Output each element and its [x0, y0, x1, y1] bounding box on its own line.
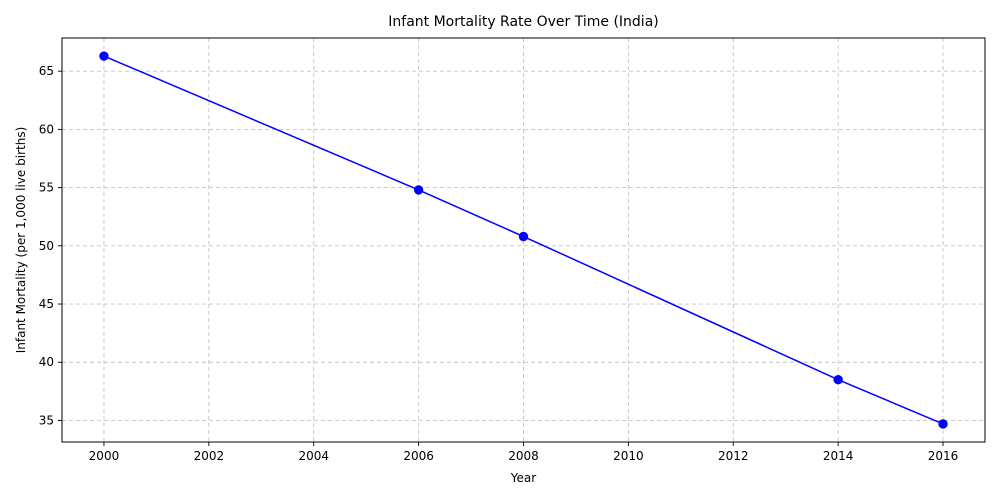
data-point	[99, 51, 109, 61]
x-tick-label: 2012	[718, 449, 749, 463]
data-point	[938, 419, 948, 429]
y-axis-title: Infant Mortality (per 1,000 live births)	[14, 127, 28, 354]
gridlines	[62, 38, 985, 442]
y-tick-label: 40	[39, 355, 54, 369]
x-tick-label: 2000	[89, 449, 120, 463]
series-layer	[99, 51, 948, 429]
x-axis-title: Year	[510, 471, 536, 485]
y-tick-label: 35	[39, 413, 54, 427]
x-tick-label: 2006	[403, 449, 434, 463]
x-tick-label: 2002	[194, 449, 225, 463]
y-tick-label: 45	[39, 297, 54, 311]
y-tick-label: 50	[39, 239, 54, 253]
y-axis: 35 40 45 50 55 60 65	[39, 64, 62, 427]
x-tick-label: 2008	[508, 449, 539, 463]
data-point	[413, 185, 424, 195]
data-point	[518, 231, 529, 242]
chart-title: Infant Mortality Rate Over Time (India)	[388, 14, 658, 30]
x-tick-label: 2004	[298, 449, 329, 463]
y-tick-label: 65	[39, 64, 54, 78]
x-tick-label: 2016	[928, 449, 959, 463]
x-tick-label: 2010	[613, 449, 644, 463]
y-tick-label: 55	[39, 181, 54, 195]
y-tick-label: 60	[39, 122, 54, 136]
x-axis: 2000 2002 2004 2006 2008 2010 2012 2014 2016	[89, 442, 959, 463]
x-tick-label: 2014	[823, 449, 854, 463]
data-point	[833, 375, 843, 385]
